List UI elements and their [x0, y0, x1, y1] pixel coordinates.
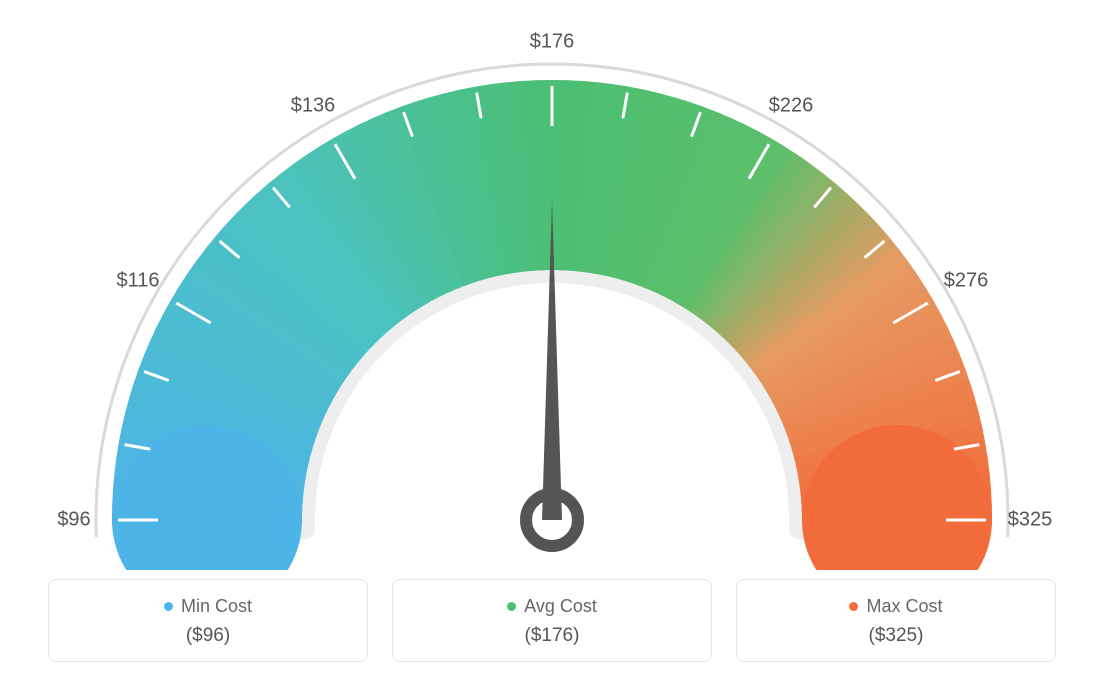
gauge-tick-label: $136	[291, 95, 336, 118]
gauge-chart	[0, 0, 1104, 575]
legend-label-max: Max Cost	[866, 596, 942, 617]
legend-label-min: Min Cost	[181, 596, 252, 617]
legend-title-max: Max Cost	[849, 596, 942, 617]
gauge-svg	[0, 0, 1104, 570]
legend-card-min: Min Cost ($96)	[48, 579, 368, 662]
legend-card-max: Max Cost ($325)	[736, 579, 1056, 662]
legend-title-min: Min Cost	[164, 596, 252, 617]
legend-value-max: ($325)	[737, 625, 1055, 647]
legend-row: Min Cost ($96) Avg Cost ($176) Max Cost …	[48, 579, 1056, 662]
legend-dot-min	[164, 602, 173, 611]
legend-label-avg: Avg Cost	[524, 596, 597, 617]
gauge-tick-label: $96	[57, 509, 90, 532]
legend-title-avg: Avg Cost	[507, 596, 597, 617]
legend-card-avg: Avg Cost ($176)	[392, 579, 712, 662]
gauge-tick-label: $116	[117, 270, 160, 293]
legend-dot-max	[849, 602, 858, 611]
gauge-tick-label: $226	[769, 95, 814, 118]
legend-value-min: ($96)	[49, 625, 367, 647]
legend-value-avg: ($176)	[393, 625, 711, 647]
gauge-tick-label: $276	[944, 270, 989, 293]
legend-dot-avg	[507, 602, 516, 611]
gauge-tick-label: $325	[1008, 509, 1053, 532]
gauge-tick-label: $176	[530, 31, 575, 54]
